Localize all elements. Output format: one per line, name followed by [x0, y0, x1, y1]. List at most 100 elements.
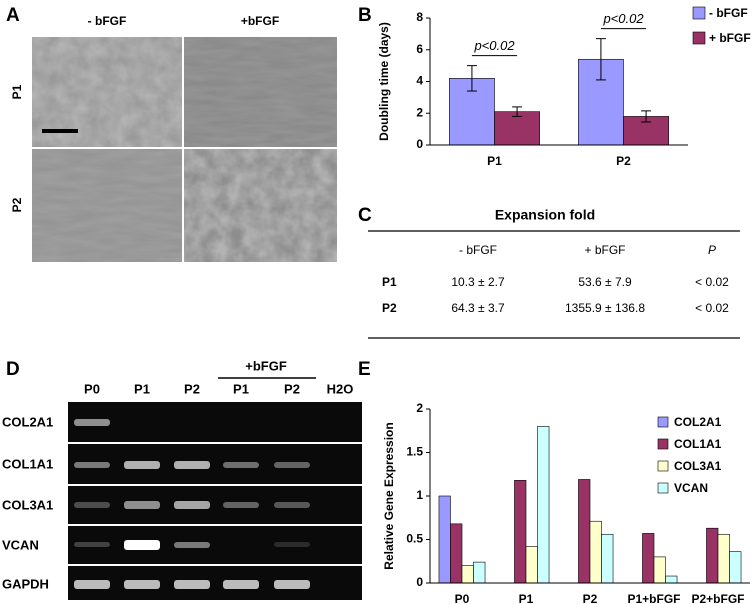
- y-tick-label: 0: [416, 137, 423, 151]
- panel-a: A - bFGF +bFGF P1 P2: [6, 5, 337, 262]
- column-header: + bFGF: [584, 243, 625, 257]
- panel-letter: D: [6, 359, 20, 380]
- band: [174, 542, 210, 548]
- lane-label: P1: [134, 381, 150, 396]
- cell: < 0.02: [695, 301, 729, 315]
- column-header: - bFGF: [459, 243, 497, 257]
- row-label: P1: [382, 275, 397, 289]
- panel-d: D +bFGF P0 P1 P2 P1 P2 H2O COL2A1 COL1A1…: [2, 358, 362, 600]
- group-label: +bFGF: [245, 358, 287, 373]
- gel-bands: [74, 419, 310, 589]
- x-tick-label: P1: [519, 592, 534, 604]
- lane-label: P1: [233, 381, 249, 396]
- row-label: P2: [10, 197, 24, 212]
- annotation: p<0.02: [473, 38, 515, 53]
- band: [174, 461, 210, 469]
- x-tick-label: P0: [455, 592, 470, 604]
- column-header: P: [708, 243, 716, 257]
- lane-label: P2: [284, 381, 300, 396]
- legend-swatch: [692, 31, 706, 45]
- bar: [473, 561, 486, 584]
- gel-strip: [68, 444, 362, 484]
- cell: 53.6 ± 7.9: [578, 275, 632, 289]
- gene-label: COL1A1: [2, 456, 53, 471]
- bar: [514, 480, 527, 584]
- y-axis-label: Doubling time (days): [377, 22, 391, 141]
- band: [223, 580, 259, 589]
- bar: [729, 551, 742, 584]
- lane-label: P2: [184, 381, 200, 396]
- band: [174, 580, 210, 589]
- band: [124, 540, 160, 550]
- panel-letter: A: [6, 5, 20, 26]
- legend-label: COL3A1: [674, 459, 722, 473]
- bar: [665, 575, 678, 584]
- y-tick-label: 2: [416, 105, 423, 119]
- legend-label: COL1A1: [674, 437, 722, 451]
- y-tick-label: 6: [416, 42, 423, 56]
- bar: [450, 523, 463, 584]
- legend-swatch: [657, 482, 669, 494]
- y-tick-label: 0: [416, 575, 423, 589]
- cell: 10.3 ± 2.7: [451, 275, 505, 289]
- bar: [706, 527, 719, 584]
- gel-strip: [68, 486, 362, 524]
- legend-label: - bFGF: [709, 6, 748, 20]
- panel-letter: C: [358, 205, 372, 226]
- legend-swatch: [657, 416, 669, 428]
- bar: [494, 111, 540, 146]
- bar: [642, 533, 655, 584]
- bar: [717, 533, 730, 584]
- lane-label: P0: [84, 381, 100, 396]
- band: [74, 542, 110, 547]
- panel-letter: B: [358, 5, 372, 26]
- band: [124, 580, 160, 589]
- band: [74, 462, 110, 468]
- bar: [537, 426, 550, 584]
- x-tick-label: P1+bFGF: [627, 592, 680, 604]
- gene-label: VCAN: [2, 537, 39, 552]
- band: [74, 502, 110, 508]
- band: [74, 419, 110, 426]
- band: [74, 580, 110, 589]
- bar: [438, 495, 451, 584]
- row-label: P1: [10, 84, 24, 99]
- gene-label: COL2A1: [2, 414, 53, 429]
- band: [274, 462, 310, 468]
- legend-label: VCAN: [674, 481, 708, 495]
- x-tick-label: P1: [487, 154, 502, 168]
- row-label: P2: [382, 301, 397, 315]
- band: [124, 501, 160, 509]
- gene-label: COL3A1: [2, 497, 53, 512]
- y-tick-label: 0.5: [406, 532, 423, 546]
- gel-strip: [68, 566, 362, 600]
- legend-label: + bFGF: [709, 31, 751, 45]
- gel-strip: [68, 526, 362, 564]
- y-tick-label: 4: [416, 74, 423, 88]
- legend-box: [654, 411, 748, 507]
- bar: [589, 520, 602, 584]
- lane-label: H2O: [327, 381, 354, 396]
- panel-c: C Expansion fold - bFGF + bFGF P P1 10.3…: [358, 205, 740, 339]
- legend-swatch: [692, 6, 706, 20]
- column-label: - bFGF: [88, 14, 127, 28]
- table-title: Expansion fold: [495, 207, 595, 223]
- x-tick-label: P2: [583, 592, 598, 604]
- gel-strip: [68, 402, 362, 442]
- bar: [601, 533, 614, 584]
- y-tick-label: 1.5: [406, 445, 423, 459]
- micrograph-texture: [184, 149, 337, 262]
- panel-letter: E: [358, 359, 371, 380]
- band: [124, 461, 160, 469]
- y-tick-label: 2: [416, 401, 423, 415]
- legend-swatch: [657, 438, 669, 450]
- band: [223, 502, 259, 508]
- cell: < 0.02: [695, 275, 729, 289]
- y-tick-label: 1: [416, 488, 423, 502]
- band: [174, 501, 210, 509]
- legend-label: COL2A1: [674, 415, 722, 429]
- annotation: p<0.02: [602, 11, 644, 26]
- gene-label: GAPDH: [2, 576, 49, 591]
- band: [274, 502, 310, 508]
